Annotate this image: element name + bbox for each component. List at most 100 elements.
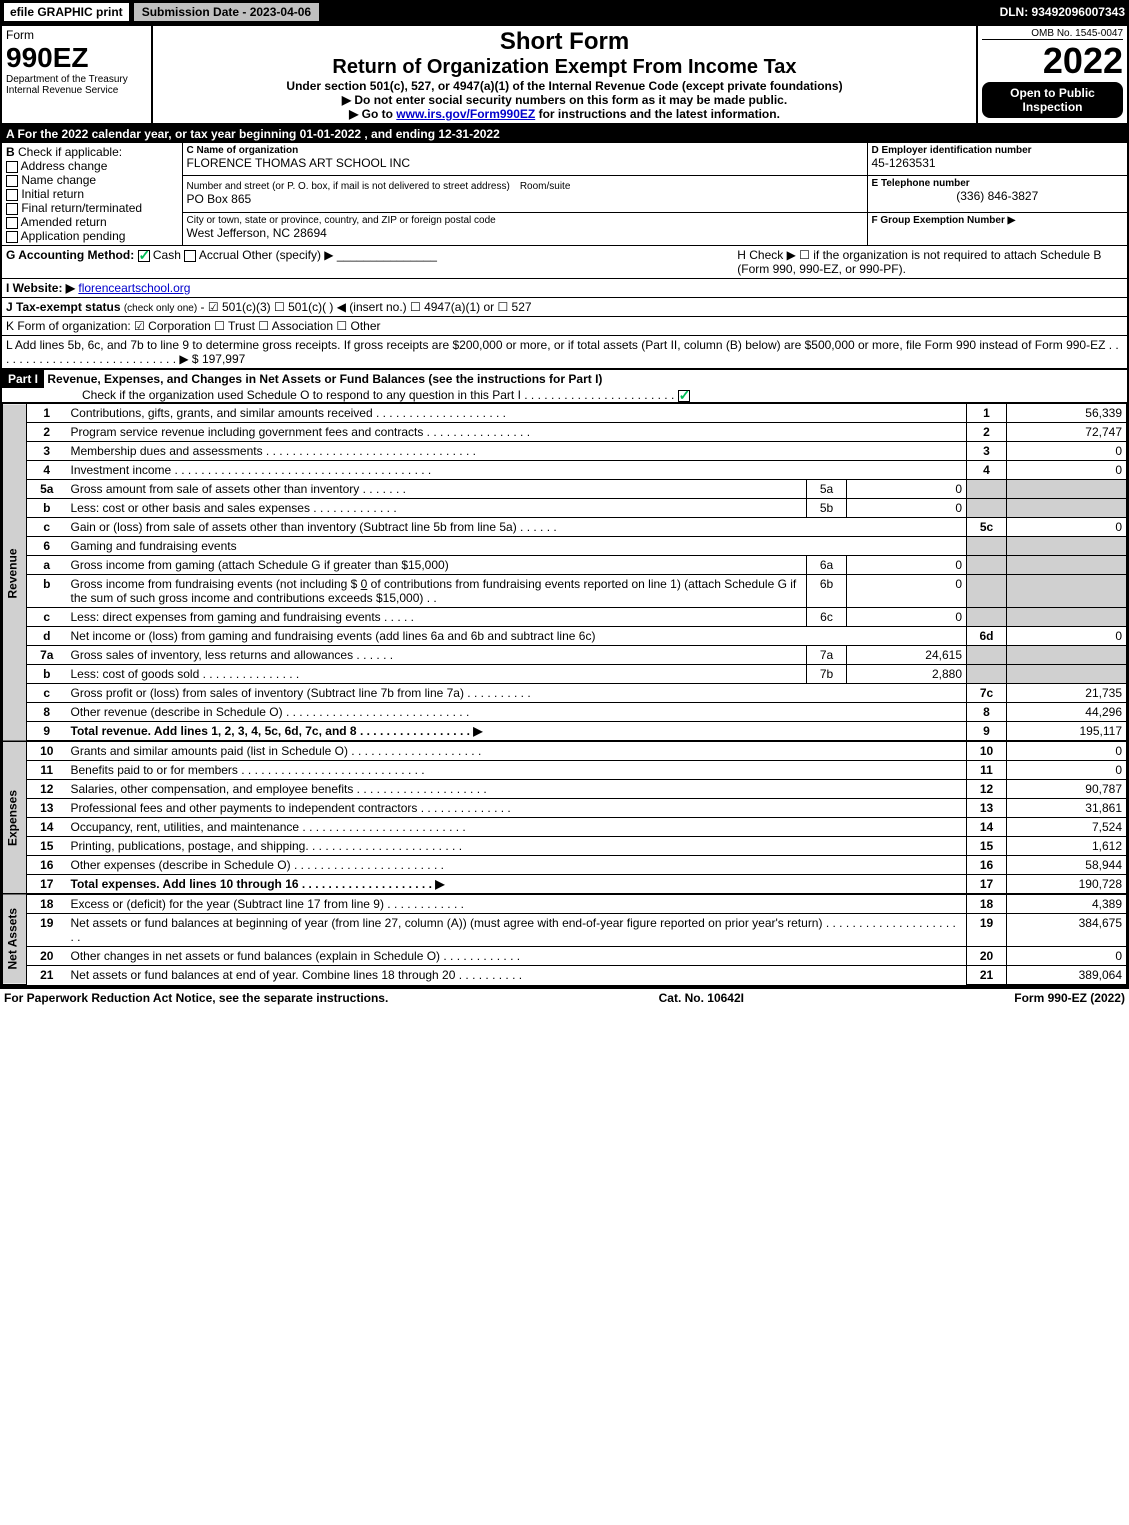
line-18-box: 18 bbox=[967, 894, 1007, 914]
line-6-grayval bbox=[1007, 537, 1127, 556]
ein-label: D Employer identification number bbox=[872, 145, 1124, 156]
line-1-box: 1 bbox=[967, 404, 1007, 423]
line-18-num: 18 bbox=[27, 894, 67, 914]
efile-graphic-print: efile GRAPHIC print bbox=[4, 3, 129, 21]
efile-top-bar: efile GRAPHIC print Submission Date - 20… bbox=[0, 0, 1129, 24]
section-l-gross-receipts: L Add lines 5b, 6c, and 7b to line 9 to … bbox=[2, 335, 1127, 368]
line-10-box: 10 bbox=[967, 741, 1007, 761]
line-5c-num: c bbox=[27, 518, 67, 537]
section-l-text: L Add lines 5b, 6c, and 7b to line 9 to … bbox=[6, 338, 1119, 366]
line-5a-subval: 0 bbox=[847, 480, 967, 499]
tax-year: 2022 bbox=[982, 40, 1123, 82]
line-3-val: 0 bbox=[1007, 442, 1127, 461]
irs-label: Internal Revenue Service bbox=[6, 85, 147, 96]
line-6b-desc-pre: Gross income from fundraising events (no… bbox=[71, 577, 361, 591]
line-4-box: 4 bbox=[967, 461, 1007, 480]
lbl-other-method: Other (specify) ▶ bbox=[242, 248, 333, 262]
checkbox-final-return[interactable] bbox=[6, 203, 18, 215]
line-17-desc: Total expenses. Add lines 10 through 16 … bbox=[71, 877, 445, 891]
line-10-num: 10 bbox=[27, 741, 67, 761]
line-5a-sublabel: 5a bbox=[807, 480, 847, 499]
city-label: City or town, state or province, country… bbox=[187, 215, 863, 226]
line-15-box: 15 bbox=[967, 837, 1007, 856]
line-6-num: 6 bbox=[27, 537, 67, 556]
line-6d-val: 0 bbox=[1007, 627, 1127, 646]
section-i-website: I Website: ▶ florenceartschool.org bbox=[2, 278, 1127, 297]
line-8-num: 8 bbox=[27, 703, 67, 722]
lbl-application-pending: Application pending bbox=[21, 229, 126, 243]
line-11-desc: Benefits paid to or for members . . . . … bbox=[67, 761, 967, 780]
telephone-value: (336) 846-3827 bbox=[872, 189, 1124, 203]
line-5a-grayval bbox=[1007, 480, 1127, 499]
line-14-box: 14 bbox=[967, 818, 1007, 837]
part-1-check-line: Check if the organization used Schedule … bbox=[2, 388, 674, 402]
title-short-form: Short Form bbox=[157, 28, 972, 56]
line-8-val: 44,296 bbox=[1007, 703, 1127, 722]
lbl-final-return: Final return/terminated bbox=[21, 201, 142, 215]
line-17-num: 17 bbox=[27, 875, 67, 895]
expenses-vertical-label: Expenses bbox=[3, 741, 27, 894]
line-6c-graybox bbox=[967, 608, 1007, 627]
footer-paperwork: For Paperwork Reduction Act Notice, see … bbox=[4, 991, 388, 1005]
website-link[interactable]: florenceartschool.org bbox=[78, 281, 190, 295]
section-a-tax-year: A For the 2022 calendar year, or tax yea… bbox=[2, 123, 1127, 143]
line-19-val: 384,675 bbox=[1007, 914, 1127, 947]
line-12-num: 12 bbox=[27, 780, 67, 799]
line-6d-num: d bbox=[27, 627, 67, 646]
line-16-box: 16 bbox=[967, 856, 1007, 875]
line-21-val: 389,064 bbox=[1007, 966, 1127, 985]
checkbox-name-change[interactable] bbox=[6, 175, 18, 187]
dln-number: DLN: 93492096007343 bbox=[1000, 5, 1125, 19]
tax-exempt-prefix: J Tax-exempt status bbox=[6, 300, 124, 314]
line-1-desc: Contributions, gifts, grants, and simila… bbox=[67, 404, 967, 423]
line-4-val: 0 bbox=[1007, 461, 1127, 480]
irs-link[interactable]: www.irs.gov/Form990EZ bbox=[396, 107, 535, 121]
checkbox-initial-return[interactable] bbox=[6, 189, 18, 201]
line-6c-desc: Less: direct expenses from gaming and fu… bbox=[67, 608, 807, 627]
line-6b-amt: 0 bbox=[361, 577, 368, 591]
lbl-amended-return: Amended return bbox=[21, 215, 107, 229]
line-20-val: 0 bbox=[1007, 947, 1127, 966]
open-to-public: Open to Public Inspection bbox=[982, 82, 1123, 118]
line-7a-num: 7a bbox=[27, 646, 67, 665]
checkbox-schedule-o-part1[interactable] bbox=[678, 390, 690, 402]
checkbox-amended-return[interactable] bbox=[6, 217, 18, 229]
checkbox-application-pending[interactable] bbox=[6, 231, 18, 243]
line-15-num: 15 bbox=[27, 837, 67, 856]
line-13-desc: Professional fees and other payments to … bbox=[67, 799, 967, 818]
checkbox-address-change[interactable] bbox=[6, 161, 18, 173]
website-label: I Website: ▶ bbox=[6, 281, 75, 295]
line-14-val: 7,524 bbox=[1007, 818, 1127, 837]
omb-number: OMB No. 1545-0047 bbox=[982, 28, 1123, 40]
line-5c-val: 0 bbox=[1007, 518, 1127, 537]
checkbox-accrual[interactable] bbox=[184, 250, 196, 262]
line-7c-desc: Gross profit or (loss) from sales of inv… bbox=[67, 684, 967, 703]
department-label: Department of the Treasury bbox=[6, 74, 147, 85]
section-g-h: G Accounting Method: Cash Accrual Other … bbox=[2, 245, 1127, 278]
checkbox-cash[interactable] bbox=[138, 250, 150, 262]
line-12-desc: Salaries, other compensation, and employ… bbox=[67, 780, 967, 799]
line-7b-graybox bbox=[967, 665, 1007, 684]
line-18-val: 4,389 bbox=[1007, 894, 1127, 914]
footer-catno: Cat. No. 10642I bbox=[659, 991, 744, 1005]
part-1-header: Part I Revenue, Expenses, and Changes in… bbox=[2, 368, 1127, 403]
section-j-tax-exempt: J Tax-exempt status (check only one) - ☑… bbox=[2, 297, 1127, 316]
line-8-box: 8 bbox=[967, 703, 1007, 722]
line-15-val: 1,612 bbox=[1007, 837, 1127, 856]
line-6d-desc: Net income or (loss) from gaming and fun… bbox=[67, 627, 967, 646]
line-19-desc: Net assets or fund balances at beginning… bbox=[67, 914, 967, 947]
line-5b-subval: 0 bbox=[847, 499, 967, 518]
line-11-val: 0 bbox=[1007, 761, 1127, 780]
section-k-form-org: K Form of organization: ☑ Corporation ☐ … bbox=[2, 316, 1127, 335]
line-6b-sublabel: 6b bbox=[807, 575, 847, 608]
line-7b-subval: 2,880 bbox=[847, 665, 967, 684]
line-6b-desc: Gross income from fundraising events (no… bbox=[67, 575, 807, 608]
line-7c-num: c bbox=[27, 684, 67, 703]
line-6d-box: 6d bbox=[967, 627, 1007, 646]
tax-exempt-options: - ☑ 501(c)(3) ☐ 501(c)( ) ◀ (insert no.)… bbox=[201, 300, 532, 314]
line-21-desc: Net assets or fund balances at end of ye… bbox=[67, 966, 967, 985]
line-7c-box: 7c bbox=[967, 684, 1007, 703]
revenue-vertical-label: Revenue bbox=[3, 404, 27, 742]
line-5b-desc: Less: cost or other basis and sales expe… bbox=[67, 499, 807, 518]
line-9-desc: Total revenue. Add lines 1, 2, 3, 4, 5c,… bbox=[71, 724, 483, 738]
